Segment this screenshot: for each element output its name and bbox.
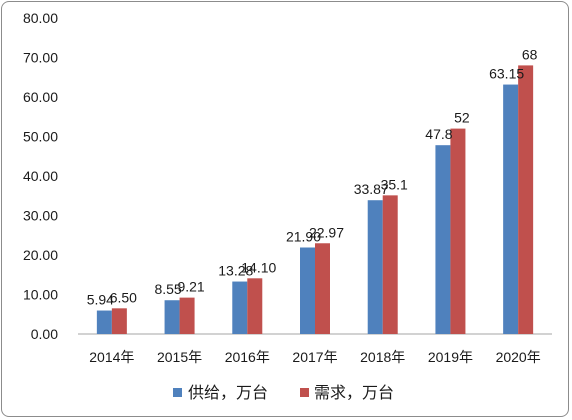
bar-demand bbox=[315, 243, 330, 334]
legend-swatch-demand bbox=[300, 388, 309, 397]
y-tick-label: 10.00 bbox=[23, 287, 58, 303]
y-tick-label: 80.00 bbox=[23, 10, 58, 26]
bar-demand bbox=[518, 65, 534, 335]
y-tick-label: 70.00 bbox=[23, 50, 58, 66]
x-axis: 2014年 2015年 2016年 2017年 2018年 2019年 2020年 bbox=[78, 333, 552, 365]
x-tick-label: 2015年 bbox=[157, 349, 202, 365]
data-label-demand: 22.97 bbox=[309, 224, 344, 240]
data-label-supply: 5.94 bbox=[87, 292, 114, 308]
data-label-demand: 52 bbox=[454, 110, 470, 126]
bar-demand bbox=[111, 308, 127, 334]
data-label-supply: 8.55 bbox=[154, 281, 181, 297]
bar-supply bbox=[435, 145, 451, 334]
x-tick-label: 2016年 bbox=[225, 349, 270, 365]
y-tick-label: 40.00 bbox=[23, 168, 58, 184]
data-label-demand: 35.1 bbox=[381, 176, 408, 192]
bar-supply bbox=[164, 300, 180, 334]
y-tick-label: 60.00 bbox=[23, 89, 58, 105]
x-tick-label: 2017年 bbox=[292, 349, 337, 365]
data-labels: 5.94 8.55 13.28 21.90 33.87 47.8 63.15 6.50 9.21… bbox=[87, 46, 538, 307]
data-label-demand: 6.50 bbox=[110, 289, 137, 305]
x-tick-label: 2018年 bbox=[360, 349, 405, 365]
x-tick-label: 2014年 bbox=[89, 349, 134, 365]
x-tick-label: 2019年 bbox=[428, 349, 473, 365]
data-label-demand: 9.21 bbox=[177, 279, 204, 295]
legend-label-demand: 需求，万台 bbox=[314, 384, 394, 402]
data-label-demand: 68 bbox=[522, 46, 538, 62]
bar-supply bbox=[96, 310, 112, 334]
y-tick-label: 50.00 bbox=[23, 129, 58, 145]
x-tick-label: 2020年 bbox=[496, 349, 541, 365]
bars bbox=[96, 65, 534, 335]
bar-supply bbox=[367, 200, 383, 334]
y-tick-label: 0.00 bbox=[31, 326, 58, 342]
data-label-supply: 47.8 bbox=[425, 126, 452, 142]
bar-demand bbox=[450, 128, 466, 334]
y-tick-label: 20.00 bbox=[23, 247, 58, 263]
bar-demand bbox=[247, 278, 263, 334]
data-label-supply: 21.90 bbox=[286, 228, 321, 244]
legend: 供给，万台 需求，万台 bbox=[173, 384, 394, 402]
bar-supply bbox=[232, 281, 248, 334]
legend-swatch-supply bbox=[173, 388, 182, 397]
bar-supply bbox=[300, 247, 315, 334]
bar-supply bbox=[503, 84, 519, 335]
data-label-supply: 13.28 bbox=[218, 263, 253, 279]
bar-demand bbox=[382, 195, 398, 334]
data-label-supply: 63.15 bbox=[489, 66, 524, 82]
bar-demand bbox=[179, 297, 195, 334]
data-label-demand: 14.10 bbox=[241, 259, 276, 275]
legend-label-supply: 供给，万台 bbox=[188, 384, 268, 402]
y-tick-label: 30.00 bbox=[23, 208, 58, 224]
data-label-supply: 33.87 bbox=[354, 181, 389, 197]
y-axis: 0.00 10.00 20.00 30.00 40.00 50.00 60.00 70.00 8… bbox=[23, 10, 58, 342]
